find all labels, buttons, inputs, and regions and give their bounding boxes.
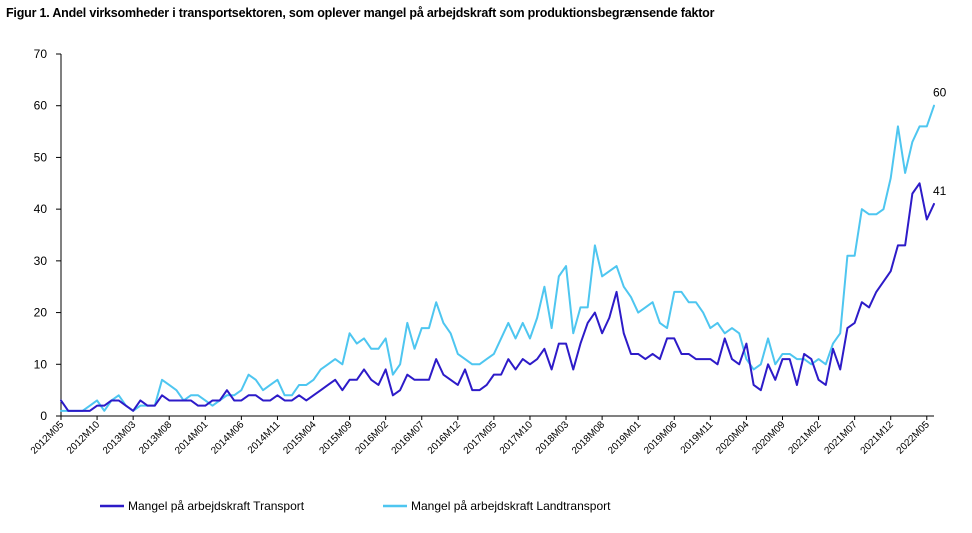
x-tick-label: 2014M06 — [209, 419, 247, 457]
x-tick-label: 2017M10 — [498, 419, 536, 457]
x-tick-label: 2019M01 — [606, 419, 644, 457]
x-tick-label: 2013M03 — [101, 419, 139, 457]
x-tick-label: 2016M12 — [426, 419, 464, 457]
x-tick-label: 2013M08 — [137, 419, 175, 457]
x-tick-label: 2015M04 — [281, 419, 319, 457]
y-tick-label: 20 — [34, 306, 48, 320]
end-value-label: 60 — [933, 86, 947, 100]
x-tick-label: 2012M05 — [29, 419, 67, 457]
y-tick-label: 40 — [34, 202, 48, 216]
y-tick-label: 70 — [34, 47, 48, 61]
y-tick-label: 50 — [34, 150, 48, 164]
x-tick-label: 2018M03 — [534, 419, 572, 457]
x-tick-label: 2020M04 — [714, 419, 752, 457]
x-tick-label: 2014M01 — [173, 419, 211, 457]
x-tick-label: 2017M05 — [462, 419, 500, 457]
x-tick-label: 2021M07 — [822, 419, 860, 457]
x-tick-label: 2019M11 — [679, 419, 716, 456]
x-tick-label: 2019M06 — [642, 419, 680, 457]
legend-label: Mangel på arbejdskraft Landtransport — [411, 499, 611, 513]
x-tick-label: 2021M02 — [786, 419, 824, 457]
x-axis: 2012M052012M102013M032013M082014M012014M… — [29, 415, 934, 457]
x-tick-label: 2014M11 — [246, 419, 283, 456]
legend-label: Mangel på arbejdskraft Transport — [128, 499, 305, 513]
y-tick-label: 10 — [34, 357, 48, 371]
series-lines — [60, 104, 935, 412]
x-tick-label: 2022M05 — [895, 419, 933, 457]
series-line-transport — [60, 182, 935, 412]
end-labels: 60 41 — [933, 86, 947, 198]
end-value-label: 41 — [933, 184, 947, 198]
y-tick-label: 30 — [34, 254, 48, 268]
legend: Mangel på arbejdskraft Transport Mangel p… — [100, 499, 611, 513]
x-tick-label: 2021M12 — [859, 419, 897, 457]
x-tick-label: 2020M09 — [750, 419, 788, 457]
x-tick-label: 2016M02 — [354, 419, 392, 457]
y-axis: 0 10 20 30 40 50 60 70 — [34, 47, 62, 423]
x-tick-label: 2015M09 — [317, 419, 355, 457]
y-tick-label: 60 — [34, 99, 48, 113]
x-tick-label: 2018M08 — [570, 419, 608, 457]
chart-title: Figur 1. Andel virksomheder i transports… — [6, 6, 715, 20]
x-tick-label: 2012M10 — [65, 419, 103, 457]
x-tick-label: 2016M07 — [390, 419, 428, 457]
series-line-landtransport — [60, 104, 935, 412]
y-tick-label: 0 — [40, 409, 47, 423]
